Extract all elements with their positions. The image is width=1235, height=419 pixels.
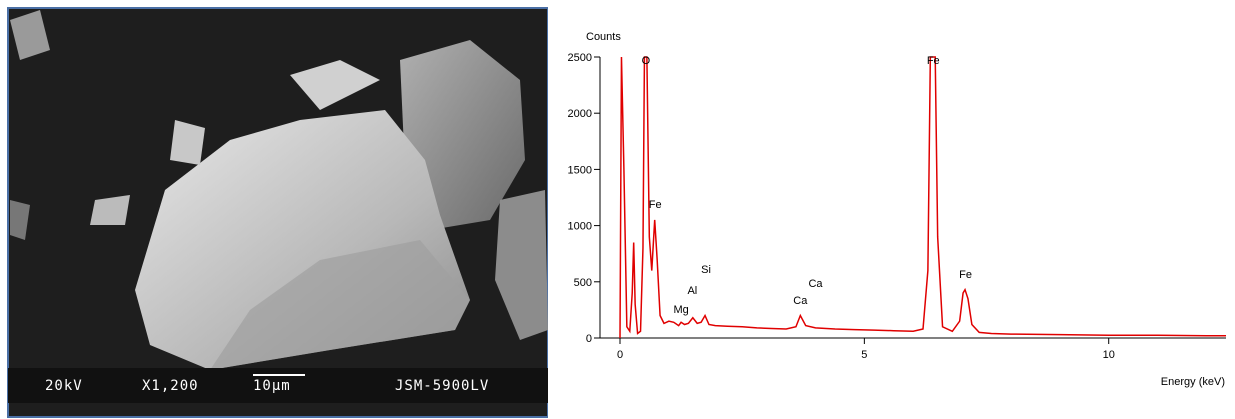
sem-instrument: JSM-5900LV (395, 378, 489, 394)
sem-voltage: 20kV (45, 378, 83, 394)
x-tick-label: 0 (617, 349, 623, 361)
peak-label: Fe (959, 269, 972, 281)
x-axis-label: Energy (keV) (1161, 376, 1225, 388)
y-tick-label: 1500 (568, 164, 592, 176)
peak-label: Ca (793, 295, 808, 307)
y-tick-label: 2500 (568, 52, 592, 64)
x-tick-label: 10 (1103, 349, 1115, 361)
debris (170, 120, 205, 165)
y-tick-label: 2000 (568, 108, 592, 120)
peak-label: O (642, 55, 651, 67)
sem-image: 20kV X1,200 10µm JSM-5900LV (0, 0, 548, 419)
x-tick-label: 5 (861, 349, 867, 361)
spectrum-line (620, 57, 1226, 338)
y-tick-label: 0 (586, 333, 592, 345)
peak-label: Al (687, 285, 697, 297)
y-tick-label: 500 (574, 277, 592, 289)
peak-label: Si (701, 264, 711, 276)
spectrum-chart: Counts Energy (keV) 0 500 1000 1500 2000 2500… (548, 0, 1235, 419)
figure: 20kV X1,200 10µm JSM-5900LV Counts Energ… (0, 0, 1235, 419)
peak-label: Fe (649, 199, 662, 211)
peak-label: Ca (808, 278, 823, 290)
y-axis-label: Counts (586, 31, 621, 43)
peak-label: Mg (673, 304, 688, 316)
peak-label: Fe (927, 55, 940, 67)
sem-scale: 10µm (253, 378, 291, 394)
y-tick-label: 1000 (568, 221, 592, 233)
sem-magnification: X1,200 (142, 378, 199, 394)
